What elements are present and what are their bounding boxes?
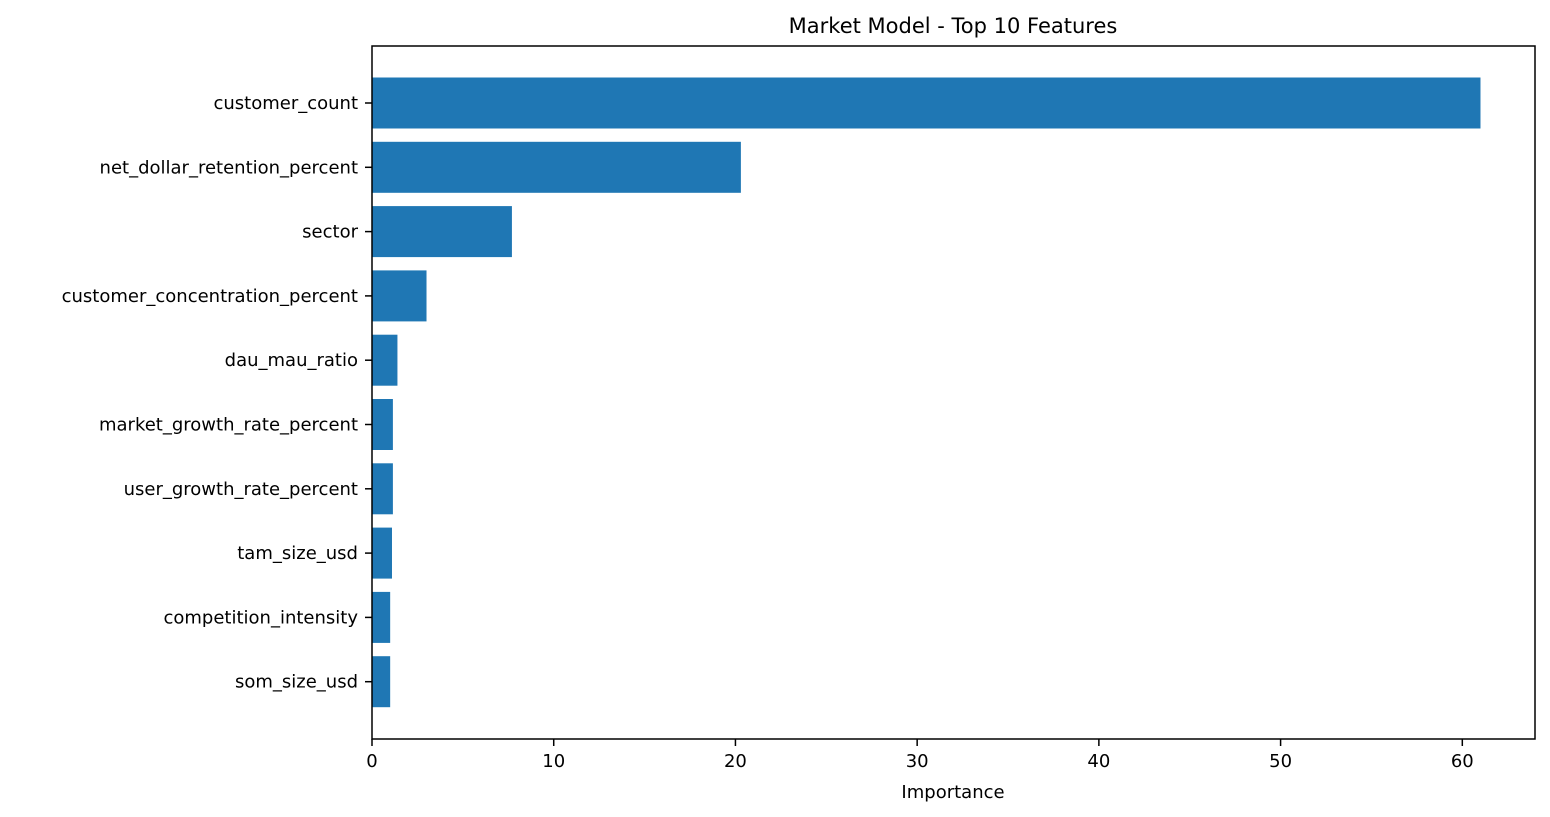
bar-user-growth-rate-percent	[372, 463, 393, 515]
bar-som-size-usd	[372, 656, 391, 708]
x-tick-label: 60	[1451, 751, 1474, 772]
plot-area-frame	[371, 45, 1536, 740]
x-tick-label: 40	[1087, 751, 1110, 772]
x-tick-label: 30	[906, 751, 929, 772]
x-tick-label: 50	[1269, 751, 1292, 772]
bar-customer-count	[372, 77, 1481, 129]
bar-competition-intensity	[372, 591, 391, 643]
bar-market-growth-rate-percent	[372, 399, 393, 450]
y-tick-label: som_size_usd	[235, 672, 358, 693]
chart-title: Market Model - Top 10 Features	[789, 14, 1118, 38]
y-tick-label: customer_concentration_percent	[62, 286, 358, 307]
y-axis-ticks: customer_count net_dollar_retention_perce…	[62, 93, 372, 693]
bars-group	[372, 77, 1481, 708]
y-tick-label: sector	[302, 222, 358, 243]
y-tick-label: customer_count	[213, 93, 358, 114]
x-axis-ticks: 0 10 20 30 40 50 60	[366, 739, 1474, 772]
y-tick-label: user_growth_rate_percent	[124, 479, 358, 500]
bar-tam-size-usd	[372, 527, 392, 579]
bar-dau-mau-ratio	[372, 334, 398, 386]
y-tick-label: net_dollar_retention_percent	[100, 157, 358, 178]
x-tick-label: 20	[724, 751, 747, 772]
y-tick-label: market_growth_rate_percent	[99, 415, 358, 436]
y-tick-label: tam_size_usd	[237, 543, 358, 564]
bar-sector	[372, 206, 512, 258]
x-tick-label: 10	[542, 751, 565, 772]
x-tick-label: 0	[366, 751, 377, 772]
x-axis-label: Importance	[901, 782, 1004, 803]
y-tick-label: dau_mau_ratio	[225, 350, 358, 371]
bar-net-dollar-retention-percent	[372, 141, 741, 193]
bar-customer-concentration-percent	[372, 270, 427, 322]
y-tick-label: competition_intensity	[163, 607, 358, 628]
